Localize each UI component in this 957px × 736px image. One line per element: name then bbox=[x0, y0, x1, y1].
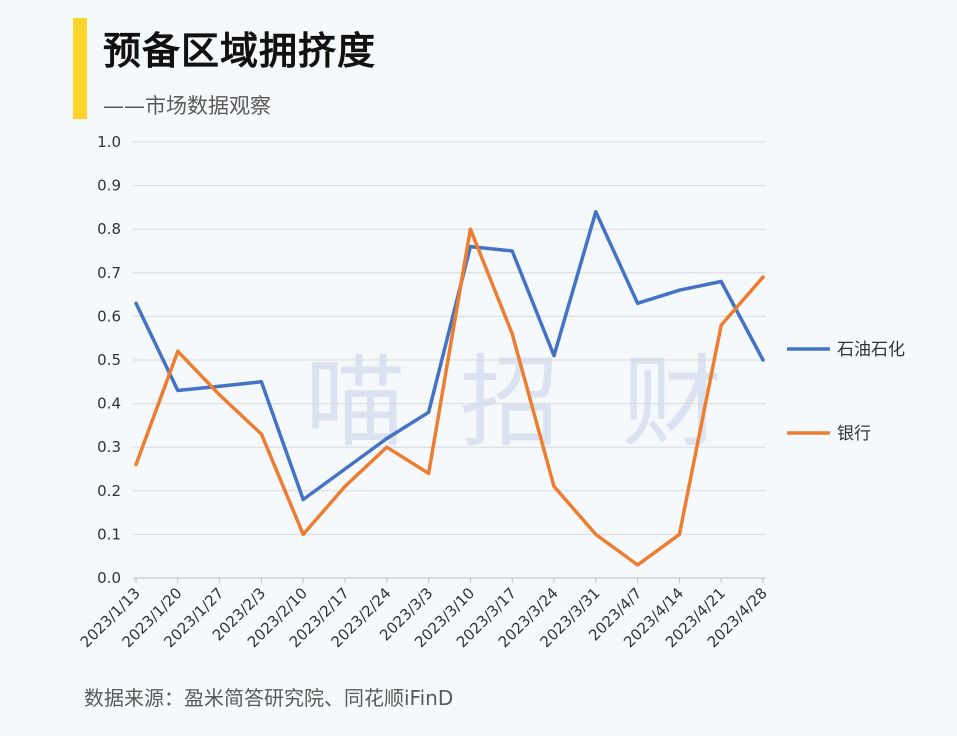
gridlines bbox=[133, 141, 766, 535]
series-line bbox=[134, 210, 765, 502]
watermark-char: 喵 bbox=[305, 344, 405, 461]
data-point bbox=[719, 323, 723, 327]
data-point bbox=[468, 245, 472, 249]
data-point bbox=[427, 471, 431, 475]
data-point bbox=[510, 249, 514, 253]
page-title: 预备区域拥挤度 bbox=[103, 29, 377, 73]
data-point bbox=[176, 389, 180, 393]
data-point bbox=[301, 532, 305, 536]
data-point bbox=[176, 349, 180, 353]
data-source-note: 数据来源：盈米简答研究院、同花顺iFinD bbox=[84, 686, 454, 710]
data-point bbox=[510, 332, 514, 336]
data-point bbox=[134, 301, 138, 305]
data-point bbox=[468, 227, 472, 231]
data-point bbox=[343, 467, 347, 471]
legend-label: 银行 bbox=[837, 424, 871, 444]
data-point bbox=[552, 484, 556, 488]
y-tick-label: 0.0 bbox=[97, 569, 121, 587]
legend-label: 石油石化 bbox=[837, 340, 905, 360]
y-tick-label: 0.6 bbox=[97, 307, 121, 325]
y-tick-label: 0.4 bbox=[97, 395, 121, 413]
data-point bbox=[343, 484, 347, 488]
data-point bbox=[636, 301, 640, 305]
data-point bbox=[134, 463, 138, 467]
data-point bbox=[385, 436, 389, 440]
watermark: 喵招财 bbox=[305, 344, 722, 461]
y-tick-label: 0.8 bbox=[97, 220, 121, 238]
data-point bbox=[385, 445, 389, 449]
data-point bbox=[259, 380, 263, 384]
y-tick-label: 0.7 bbox=[97, 264, 121, 282]
data-point bbox=[427, 410, 431, 414]
series-line bbox=[134, 227, 765, 567]
data-point bbox=[301, 498, 305, 502]
y-tick-label: 0.1 bbox=[97, 525, 121, 543]
y-tick-label: 0.3 bbox=[97, 438, 121, 456]
data-point bbox=[636, 563, 640, 567]
page-subtitle: ——市场数据观察 bbox=[103, 94, 271, 118]
watermark-char: 招 bbox=[460, 344, 560, 461]
y-tick-label: 0.5 bbox=[97, 351, 121, 369]
y-tick-label: 1.0 bbox=[97, 133, 121, 151]
data-point bbox=[761, 358, 765, 362]
y-tick-label: 0.9 bbox=[97, 177, 121, 195]
data-point bbox=[594, 532, 598, 536]
data-point bbox=[594, 210, 598, 214]
data-point bbox=[677, 532, 681, 536]
data-point bbox=[259, 432, 263, 436]
data-point bbox=[677, 288, 681, 292]
series-lines bbox=[134, 210, 765, 567]
title-accent-bar bbox=[73, 18, 87, 119]
y-tick-label: 0.2 bbox=[97, 482, 121, 500]
data-point bbox=[761, 275, 765, 279]
data-point bbox=[218, 384, 222, 388]
data-point bbox=[552, 354, 556, 358]
data-point bbox=[218, 393, 222, 397]
data-point bbox=[719, 280, 723, 284]
